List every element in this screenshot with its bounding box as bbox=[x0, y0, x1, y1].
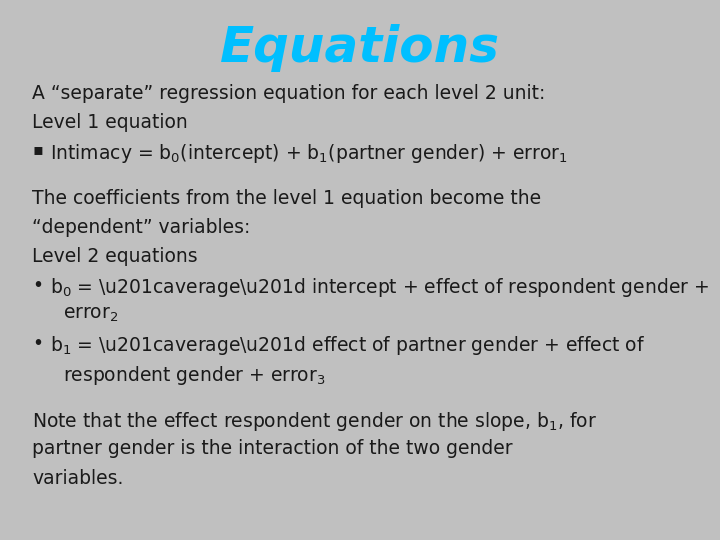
Text: Equations: Equations bbox=[220, 24, 500, 72]
Text: “dependent” variables:: “dependent” variables: bbox=[32, 218, 251, 237]
Text: Intimacy = b$_0$(intercept) + b$_1$(partner gender) + error$_1$: Intimacy = b$_0$(intercept) + b$_1$(part… bbox=[50, 142, 568, 165]
Text: ▪: ▪ bbox=[32, 142, 43, 157]
Text: Note that the effect respondent gender on the slope, b$_1$, for: Note that the effect respondent gender o… bbox=[32, 410, 598, 433]
Text: respondent gender + error$_3$: respondent gender + error$_3$ bbox=[63, 363, 326, 387]
Text: •: • bbox=[32, 276, 43, 295]
Text: b$_1$ = \u201caverage\u201d effect of partner gender + effect of: b$_1$ = \u201caverage\u201d effect of pa… bbox=[50, 334, 646, 357]
Text: variables.: variables. bbox=[32, 469, 124, 488]
Text: b$_0$ = \u201caverage\u201d intercept + effect of respondent gender +: b$_0$ = \u201caverage\u201d intercept + … bbox=[50, 276, 709, 299]
Text: Level 2 equations: Level 2 equations bbox=[32, 247, 198, 266]
Text: error$_2$: error$_2$ bbox=[63, 305, 119, 325]
Text: Level 1 equation: Level 1 equation bbox=[32, 113, 188, 132]
Text: •: • bbox=[32, 334, 43, 354]
Text: A “separate” regression equation for each level 2 unit:: A “separate” regression equation for eac… bbox=[32, 84, 546, 103]
Text: partner gender is the interaction of the two gender: partner gender is the interaction of the… bbox=[32, 440, 513, 458]
Text: The coefficients from the level 1 equation become the: The coefficients from the level 1 equati… bbox=[32, 188, 541, 208]
